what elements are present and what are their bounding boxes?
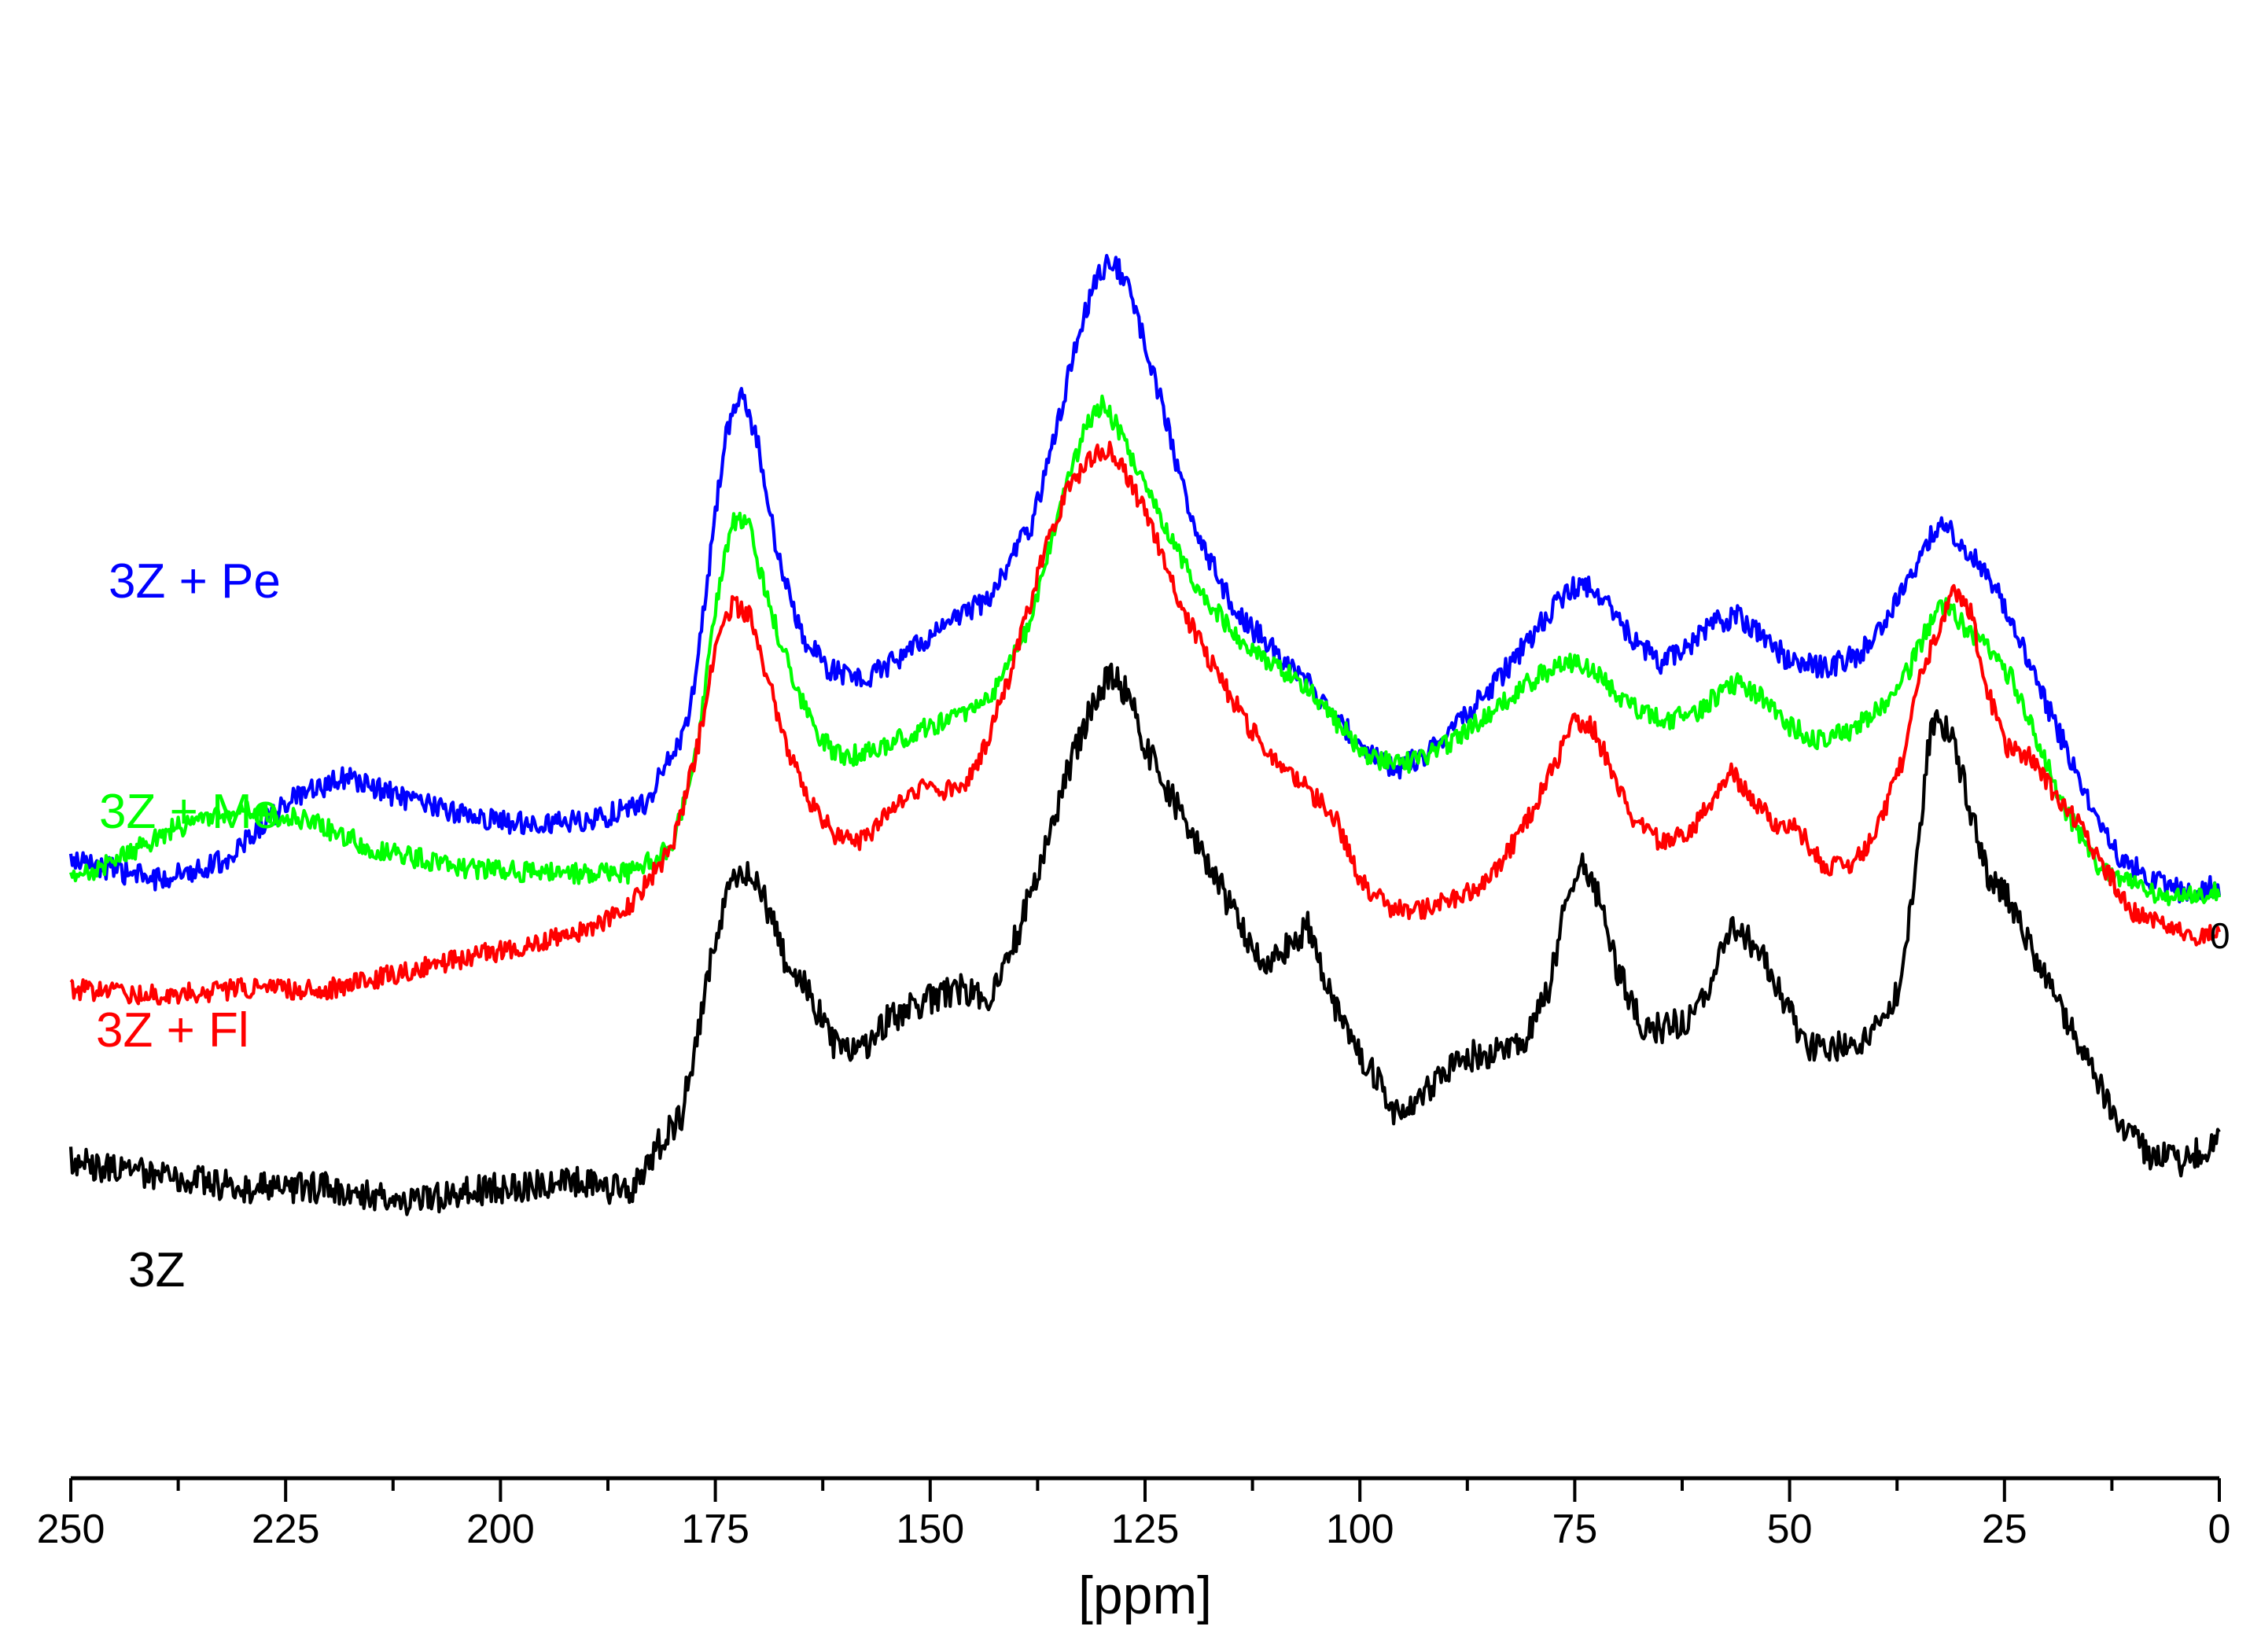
series-line-1: [68, 253, 2222, 903]
series-label-3z: 3Z: [128, 1243, 185, 1297]
x-axis-label: [ppm]: [1078, 1566, 1212, 1625]
series-line-3: [69, 440, 2221, 1006]
x-tick-label: 25: [1982, 1507, 2027, 1552]
series-line-2: [69, 394, 2222, 907]
series-label-pe: 3Z + Pe: [109, 554, 281, 609]
x-axis-ticks: 250 225 200 175 150 125 100 75 50 25 0: [37, 1478, 2231, 1552]
x-tick-label: 250: [37, 1507, 105, 1552]
x-tick-label: 0: [2208, 1507, 2231, 1552]
x-tick-label: 200: [466, 1507, 535, 1552]
spectra-curves: [68, 253, 2222, 1216]
series-label-me: 3Z + Me: [99, 785, 279, 839]
x-tick-label: 175: [681, 1507, 749, 1552]
x-tick-label: 50: [1767, 1507, 1813, 1552]
stray-zero-label: 0: [2210, 915, 2230, 956]
series-line-4: [68, 662, 2221, 1216]
x-tick-label: 150: [896, 1507, 964, 1552]
x-tick-label: 125: [1111, 1507, 1180, 1552]
x-tick-label: 75: [1552, 1507, 1597, 1552]
x-tick-label: 100: [1326, 1507, 1394, 1552]
x-axis: 250 225 200 175 150 125 100 75 50 25 0 [ppm]: [37, 1476, 2231, 1625]
series-label-fl: 3Z + Fl: [96, 1003, 249, 1058]
series-labels: 3Z + Pe 3Z + Me 3Z + Fl 3Z 0: [96, 554, 2230, 1297]
x-tick-label: 225: [252, 1507, 320, 1552]
